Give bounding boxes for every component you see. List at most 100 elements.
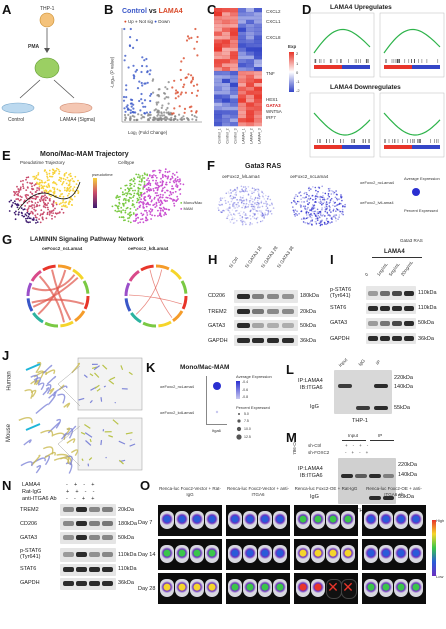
volcano-point: [179, 93, 182, 96]
umap-point: [120, 211, 123, 214]
heatmap-cell: [254, 106, 262, 111]
gata3-point: [232, 189, 235, 192]
umap-point: [71, 198, 73, 201]
umap-point: [77, 191, 80, 193]
gata3-point: [332, 210, 335, 212]
gata3-point: [311, 224, 313, 226]
volcano-point: [141, 102, 144, 105]
heatmap-cell: [246, 47, 254, 52]
gata3-point: [305, 211, 308, 214]
umap-point: [46, 197, 49, 199]
gata3-point: [240, 199, 242, 202]
gata3-point: [235, 210, 237, 212]
umap-point: [120, 206, 123, 209]
gata3-point: [239, 214, 242, 217]
gata3-point: [245, 217, 247, 220]
umap-point: [120, 187, 122, 190]
gsea-plot: [309, 12, 375, 78]
umap-point: [166, 189, 169, 192]
gata3-point: [330, 197, 333, 200]
umap-point: [169, 191, 172, 194]
umap-point: [143, 181, 146, 183]
volcano-point: [123, 27, 126, 31]
umap-point: [138, 205, 141, 208]
heatmap-cell: [254, 90, 262, 95]
umap-point: [24, 205, 26, 207]
n-size-110a: 110kDa: [118, 552, 137, 558]
volcano-point: [124, 118, 127, 122]
umap-point: [36, 187, 39, 189]
o-group-2: Renca-luc Foxc2-Vector + anti-ITGA6: [227, 486, 289, 497]
gata3-point: [330, 193, 333, 195]
gata3-point: [322, 191, 324, 194]
gata3-point: [234, 189, 236, 191]
gata3-point: [269, 198, 272, 201]
umap-point: [76, 189, 79, 192]
volcano-point: [182, 57, 185, 60]
umap-point: [135, 217, 138, 220]
umap-point: [40, 213, 42, 216]
lane-si-ctrl: Si Ctrl: [227, 256, 240, 269]
dead-mouse-cross-icon: ✕: [327, 580, 339, 596]
gata3-point: [314, 186, 317, 189]
gata3-point: [300, 194, 302, 197]
gata3-point: [268, 195, 270, 197]
volcano-point: [157, 101, 160, 104]
gata3-point: [338, 216, 340, 218]
umap-point: [128, 212, 131, 214]
umap-point: [165, 196, 168, 199]
m-size-140: 140kDa: [398, 472, 417, 478]
gata3-point: [219, 211, 222, 213]
gata3-point: [235, 203, 238, 206]
heatmap-cell: [222, 15, 230, 21]
volcano-point: [165, 111, 168, 114]
umap-point: [27, 207, 30, 209]
gata3-point: [338, 214, 341, 216]
umap-point: [72, 180, 75, 183]
volcano-point: [167, 96, 170, 99]
volcano-point: [129, 27, 132, 31]
volcano-point: [161, 104, 164, 107]
k-tick-3: -0.8: [242, 395, 249, 399]
gata3-point: [253, 189, 256, 192]
gata3-point: [321, 203, 323, 206]
heatmap-cell: [238, 114, 246, 119]
gata3-point: [232, 203, 235, 206]
umap-point: [54, 216, 56, 218]
gata3-point: [266, 207, 269, 209]
heatmap-cell: [246, 90, 254, 95]
gata3-point: [324, 206, 326, 209]
umap-point: [172, 191, 175, 194]
gata3-point: [235, 194, 237, 196]
gata3-point: [245, 202, 248, 205]
volcano-point: [140, 113, 143, 117]
gata3-point: [300, 206, 302, 208]
volcano-point: [132, 64, 135, 67]
umap-point: [42, 200, 45, 202]
umap-point: [62, 180, 65, 183]
gata3-point: [309, 221, 311, 224]
umap-point: [129, 192, 131, 195]
gata3-point: [257, 202, 260, 204]
heatmap-cell: [238, 47, 246, 52]
heatmap-cell: [246, 118, 254, 123]
panel-e-title: Mono/Mac-MAM Trajectory: [40, 151, 129, 158]
umap-point: [175, 183, 178, 186]
gata3-point: [234, 188, 236, 191]
volcano-point: [195, 111, 198, 114]
umap-point: [26, 181, 29, 184]
gata3-point: [261, 205, 264, 208]
umap-point: [34, 183, 37, 186]
heatmap-cell: [230, 82, 238, 87]
umap-point: [150, 189, 153, 192]
umap-point: [52, 186, 54, 189]
heatmap-cell: [222, 110, 230, 115]
umap-point: [152, 176, 154, 179]
heatmap-cell: [246, 27, 254, 32]
volcano-point: [132, 107, 135, 110]
umap-point: [26, 202, 29, 204]
pseudotime-colorbar: [93, 178, 97, 208]
umap-point: [139, 200, 142, 203]
umap-point: [124, 219, 126, 221]
gata3-point: [321, 214, 324, 217]
